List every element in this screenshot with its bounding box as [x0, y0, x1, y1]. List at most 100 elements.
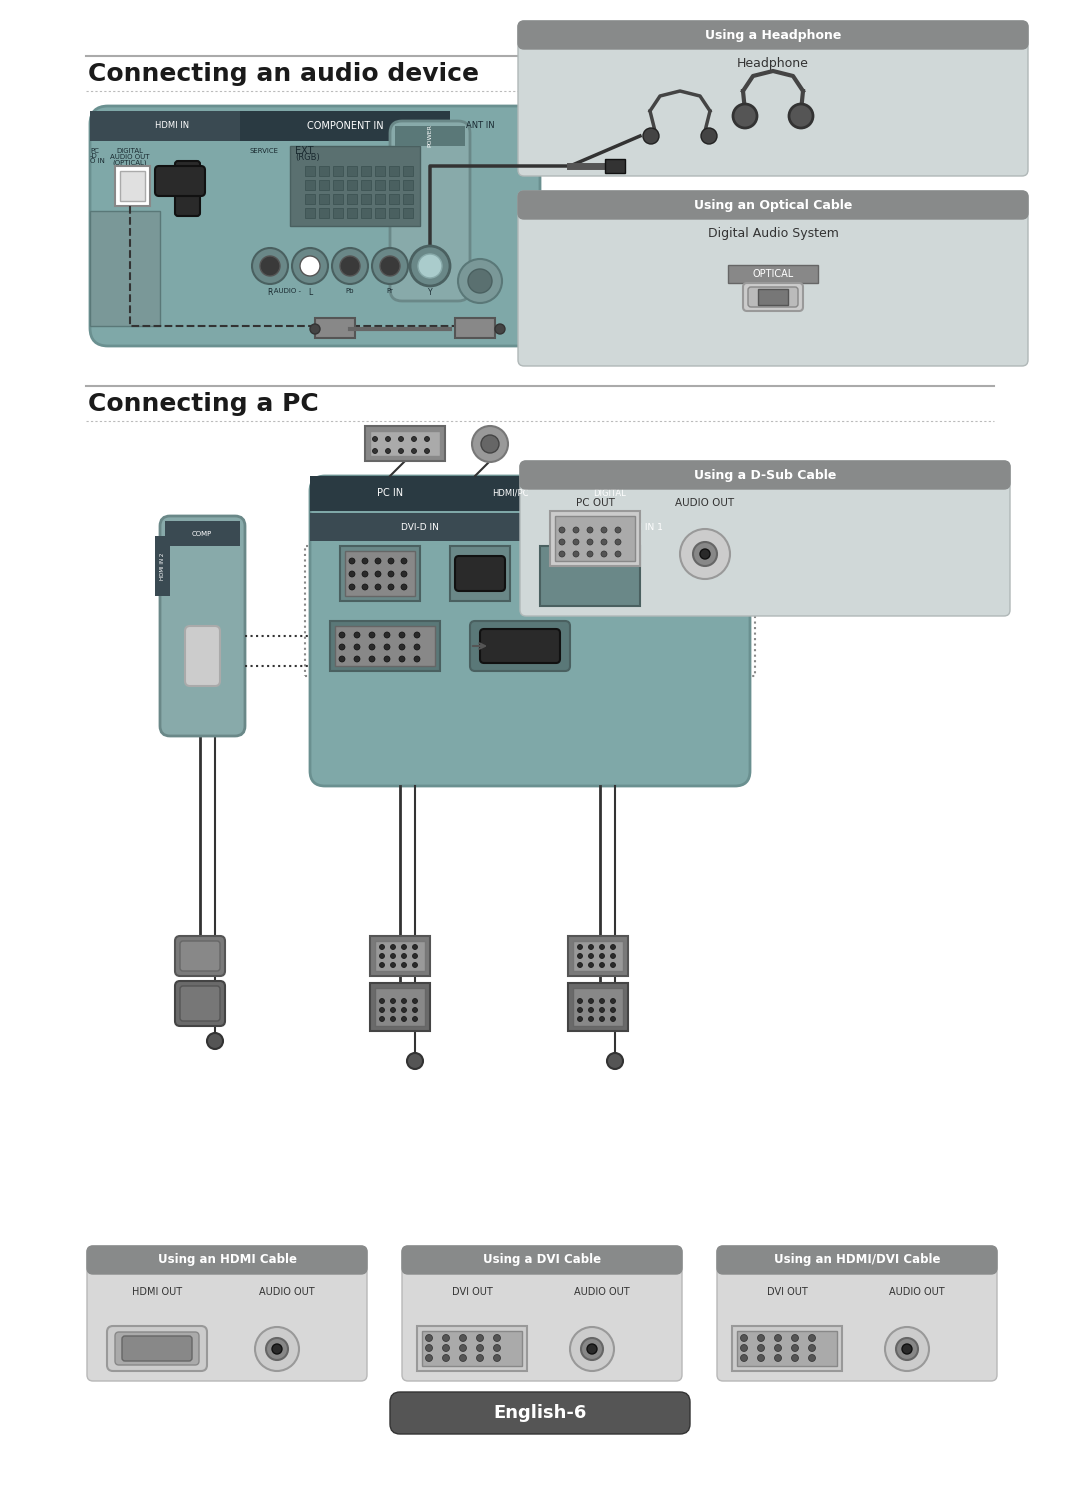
Circle shape: [349, 584, 355, 590]
Circle shape: [578, 999, 582, 1003]
Circle shape: [386, 437, 391, 441]
Circle shape: [885, 1327, 929, 1372]
Circle shape: [610, 999, 616, 1003]
Text: Using an Optical Cable: Using an Optical Cable: [693, 199, 852, 211]
Circle shape: [388, 584, 394, 590]
Bar: [375, 195, 384, 204]
FancyBboxPatch shape: [175, 981, 225, 1025]
Bar: [728, 265, 818, 282]
Text: SERVICE: SERVICE: [249, 149, 279, 155]
Circle shape: [375, 571, 381, 577]
Circle shape: [610, 945, 616, 950]
Circle shape: [573, 551, 579, 557]
Circle shape: [792, 1345, 798, 1351]
Circle shape: [372, 248, 408, 284]
Circle shape: [420, 256, 440, 276]
Circle shape: [388, 571, 394, 577]
Bar: [345, 551, 415, 596]
Text: AUDIO OUT: AUDIO OUT: [889, 1287, 945, 1297]
Text: ANT IN: ANT IN: [465, 122, 495, 131]
Bar: [417, 1326, 527, 1372]
Bar: [347, 166, 357, 175]
Circle shape: [615, 539, 621, 545]
Circle shape: [207, 1033, 222, 1049]
Text: PC OUT: PC OUT: [576, 498, 615, 508]
FancyBboxPatch shape: [402, 1245, 681, 1274]
Bar: [310, 476, 750, 511]
Text: DVI-D IN: DVI-D IN: [401, 523, 438, 532]
Circle shape: [384, 655, 390, 661]
Bar: [319, 180, 329, 190]
Text: POWER: POWER: [428, 125, 432, 147]
Circle shape: [407, 1054, 423, 1068]
Bar: [732, 1326, 842, 1372]
Circle shape: [401, 571, 407, 577]
Circle shape: [266, 1337, 288, 1360]
Bar: [347, 180, 357, 190]
Circle shape: [411, 437, 417, 441]
Circle shape: [693, 542, 717, 566]
Circle shape: [573, 539, 579, 545]
Circle shape: [589, 945, 594, 950]
Circle shape: [379, 945, 384, 950]
Circle shape: [599, 1016, 605, 1021]
Text: Pb: Pb: [346, 288, 354, 294]
Text: L: L: [308, 288, 312, 297]
Bar: [555, 516, 635, 562]
Text: Using a DVI Cable: Using a DVI Cable: [483, 1254, 602, 1266]
FancyBboxPatch shape: [455, 556, 505, 591]
Circle shape: [411, 449, 417, 453]
Bar: [333, 166, 343, 175]
Circle shape: [494, 1345, 500, 1351]
Bar: [330, 621, 440, 672]
Bar: [361, 166, 372, 175]
Circle shape: [391, 945, 395, 950]
Bar: [114, 166, 150, 207]
Circle shape: [573, 528, 579, 533]
Circle shape: [589, 1016, 594, 1021]
Circle shape: [391, 1008, 395, 1012]
Text: HDMI/PC: HDMI/PC: [491, 489, 528, 498]
Bar: [120, 171, 145, 201]
Bar: [375, 166, 384, 175]
Circle shape: [384, 643, 390, 649]
Circle shape: [599, 963, 605, 967]
Circle shape: [413, 963, 418, 967]
Circle shape: [414, 632, 420, 637]
Circle shape: [757, 1355, 765, 1361]
Circle shape: [399, 655, 405, 661]
Circle shape: [379, 999, 384, 1003]
Circle shape: [733, 104, 757, 128]
Text: DVI OUT: DVI OUT: [451, 1287, 492, 1297]
Circle shape: [373, 449, 378, 453]
Bar: [568, 936, 627, 976]
Circle shape: [379, 1016, 384, 1021]
Circle shape: [610, 1008, 616, 1012]
FancyBboxPatch shape: [156, 166, 205, 196]
Circle shape: [414, 643, 420, 649]
Circle shape: [418, 254, 442, 278]
Circle shape: [588, 551, 593, 557]
Text: DVI OUT: DVI OUT: [767, 1287, 808, 1297]
Text: Using a D-Sub Cable: Using a D-Sub Cable: [693, 468, 836, 481]
Circle shape: [414, 655, 420, 661]
Circle shape: [741, 1334, 747, 1342]
Circle shape: [401, 559, 407, 565]
Text: Using an HDMI/DVI Cable: Using an HDMI/DVI Cable: [773, 1254, 941, 1266]
Circle shape: [426, 1345, 432, 1351]
Circle shape: [615, 551, 621, 557]
FancyBboxPatch shape: [87, 1245, 367, 1380]
Bar: [403, 208, 413, 218]
Circle shape: [339, 655, 345, 661]
Circle shape: [599, 1008, 605, 1012]
Circle shape: [402, 954, 406, 958]
Bar: [335, 626, 435, 666]
FancyBboxPatch shape: [180, 987, 220, 1021]
Circle shape: [443, 1334, 449, 1342]
Circle shape: [559, 551, 565, 557]
FancyBboxPatch shape: [470, 621, 570, 672]
FancyBboxPatch shape: [743, 282, 804, 311]
FancyBboxPatch shape: [518, 192, 1028, 218]
Circle shape: [413, 945, 418, 950]
Circle shape: [399, 449, 404, 453]
